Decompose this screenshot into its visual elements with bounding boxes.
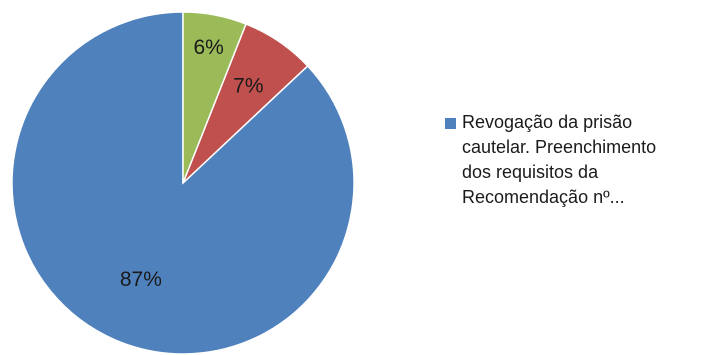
pie-data-labels: 87% 7% 6% <box>120 36 264 291</box>
legend-label: Revogação da prisão cautelar. Preenchime… <box>462 112 657 207</box>
pie-slice <box>182 11 247 184</box>
pie-data-label: 87% <box>120 268 162 291</box>
legend-entry: Revogação da prisão cautelar. Preenchime… <box>445 110 710 210</box>
pie-slices <box>11 11 355 355</box>
pie-data-label: 7% <box>233 74 263 97</box>
chart-legend: Revogação da prisão cautelar. Preenchime… <box>445 110 710 210</box>
pie-data-label: 6% <box>193 36 223 59</box>
pie-slice <box>11 11 355 355</box>
legend-swatch <box>445 118 456 129</box>
